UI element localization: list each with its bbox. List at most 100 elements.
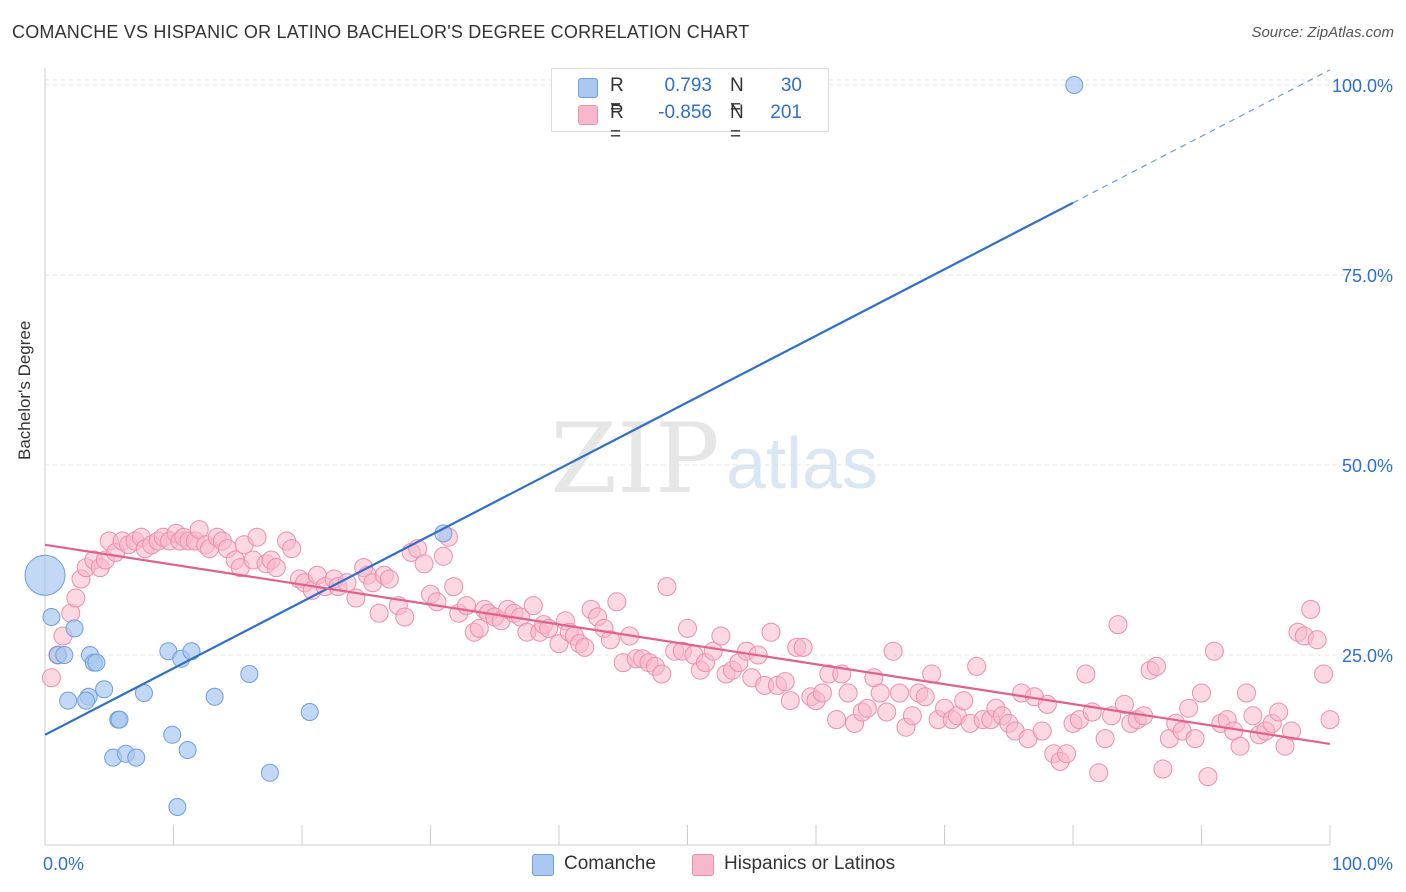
hispanic-point (890, 683, 910, 703)
hispanic-point (838, 683, 858, 703)
comanche-point (127, 748, 146, 767)
comanche-point (260, 763, 279, 782)
hispanic-point (66, 588, 86, 608)
y-tick-label: 50.0% (1342, 456, 1393, 476)
hispanic-point (793, 637, 813, 657)
hispanic-point (395, 607, 415, 627)
comanche-point (24, 554, 66, 596)
hispanic-point (469, 618, 489, 638)
trend-lines (44, 69, 1331, 746)
hispanic-point (775, 672, 795, 692)
hispanic-point (711, 626, 731, 646)
hispanic-point (652, 664, 672, 684)
hispanic-point (600, 630, 620, 650)
hispanic-point (827, 710, 847, 730)
hispanic-point (1095, 729, 1115, 749)
legend-swatch-hispanic (578, 105, 598, 125)
hispanic-point (1281, 721, 1301, 741)
hispanic-point (870, 683, 890, 703)
hispanic-point (877, 702, 897, 722)
hispanic-point (1179, 698, 1199, 718)
watermark-atlas: atlas (726, 424, 878, 504)
hispanic-point (678, 618, 697, 638)
hispanic-point (1198, 767, 1218, 787)
hispanic-label: Hispanics or Latinos (724, 853, 896, 874)
hispanic-point (575, 637, 595, 657)
comanche-point (77, 691, 96, 710)
hispanic-point (1243, 706, 1263, 726)
tick-labels: 25.0% 50.0% 75.0% 100.0% 0.0% 100.0% (43, 76, 1393, 874)
hispanic-point (857, 698, 877, 718)
y-tick-label: 75.0% (1342, 266, 1393, 286)
comanche-point (205, 687, 224, 706)
hispanic-point (1108, 615, 1128, 635)
hispanic-swatch (692, 854, 714, 876)
hispanic-point (41, 668, 61, 688)
hispanic-point (1114, 694, 1134, 714)
comanche-trend-extension (1072, 69, 1331, 204)
legend-r-label: R = (610, 102, 624, 145)
comanche-point (59, 691, 78, 710)
comanche-point (182, 642, 201, 661)
hispanic-point (1076, 664, 1096, 684)
hispanic-point (607, 592, 627, 612)
hispanic-point (523, 596, 543, 616)
comanche-trend-line (44, 201, 1074, 736)
hispanic-point (1314, 664, 1334, 684)
hispanic-point (883, 641, 903, 661)
x-tick-label-min: 0.0% (43, 854, 84, 874)
hispanic-point (761, 622, 781, 642)
source-label: Source: ZipAtlas.com (1251, 24, 1394, 41)
y-tick-label: 100.0% (1332, 76, 1393, 96)
watermark: ZIP atlas (550, 403, 878, 515)
legend-r-value: 0.793 (664, 75, 712, 96)
comanche-point (240, 665, 259, 683)
legend-r-value: -0.856 (658, 102, 712, 123)
hispanic-point (967, 656, 987, 676)
hispanic-point (1204, 641, 1224, 661)
hispanic-point (1307, 630, 1327, 650)
comanche-point (87, 653, 106, 672)
comanche-point (95, 680, 114, 699)
comanche-label: Comanche (564, 853, 656, 874)
hispanic-point (369, 603, 389, 623)
legend-n-label: N = (730, 75, 744, 118)
comanche-point (110, 710, 129, 729)
hispanic-point (379, 569, 399, 589)
hispanic-point (1089, 763, 1109, 783)
hispanic-trend-line (44, 543, 1331, 746)
hispanic-point (915, 687, 935, 707)
hispanic-point (812, 683, 832, 703)
hispanic-point (414, 554, 434, 574)
hispanic-point (266, 558, 286, 578)
legend-n-label: N = (730, 102, 744, 145)
hispanic-point (1269, 702, 1289, 722)
hispanic-point (780, 691, 800, 711)
y-axis-label: Bachelor's Degree (15, 320, 34, 460)
comanche-point (42, 608, 61, 626)
legend-n-value: 30 (780, 75, 802, 96)
legend-r-label: R = (610, 75, 624, 118)
hispanic-point (247, 527, 267, 547)
hispanic-point (433, 546, 453, 566)
stats-legend: R = 0.793 N = 30 R = -0.856 N = 201 (551, 68, 829, 145)
hispanic-point (1320, 710, 1340, 730)
hispanic-point (1153, 759, 1173, 779)
chart-title: COMANCHE VS HISPANIC OR LATINO BACHELOR'… (12, 22, 750, 42)
hispanic-point (1301, 599, 1321, 619)
axes (44, 68, 1331, 846)
hispanic-point (1032, 721, 1052, 741)
hispanic-point (282, 539, 302, 559)
x-tick-label-max: 100.0% (1332, 854, 1393, 874)
hispanic-point (1147, 656, 1167, 676)
hispanic-point (902, 706, 922, 726)
hispanic-point (1236, 683, 1256, 703)
hispanic-point (427, 592, 447, 612)
legend-swatch-comanche (578, 78, 598, 98)
comanche-point (55, 646, 74, 664)
hispanic-point (1230, 736, 1250, 756)
hispanic-point (444, 577, 464, 597)
comanche-point (1065, 76, 1084, 94)
y-tick-label: 25.0% (1342, 646, 1393, 666)
